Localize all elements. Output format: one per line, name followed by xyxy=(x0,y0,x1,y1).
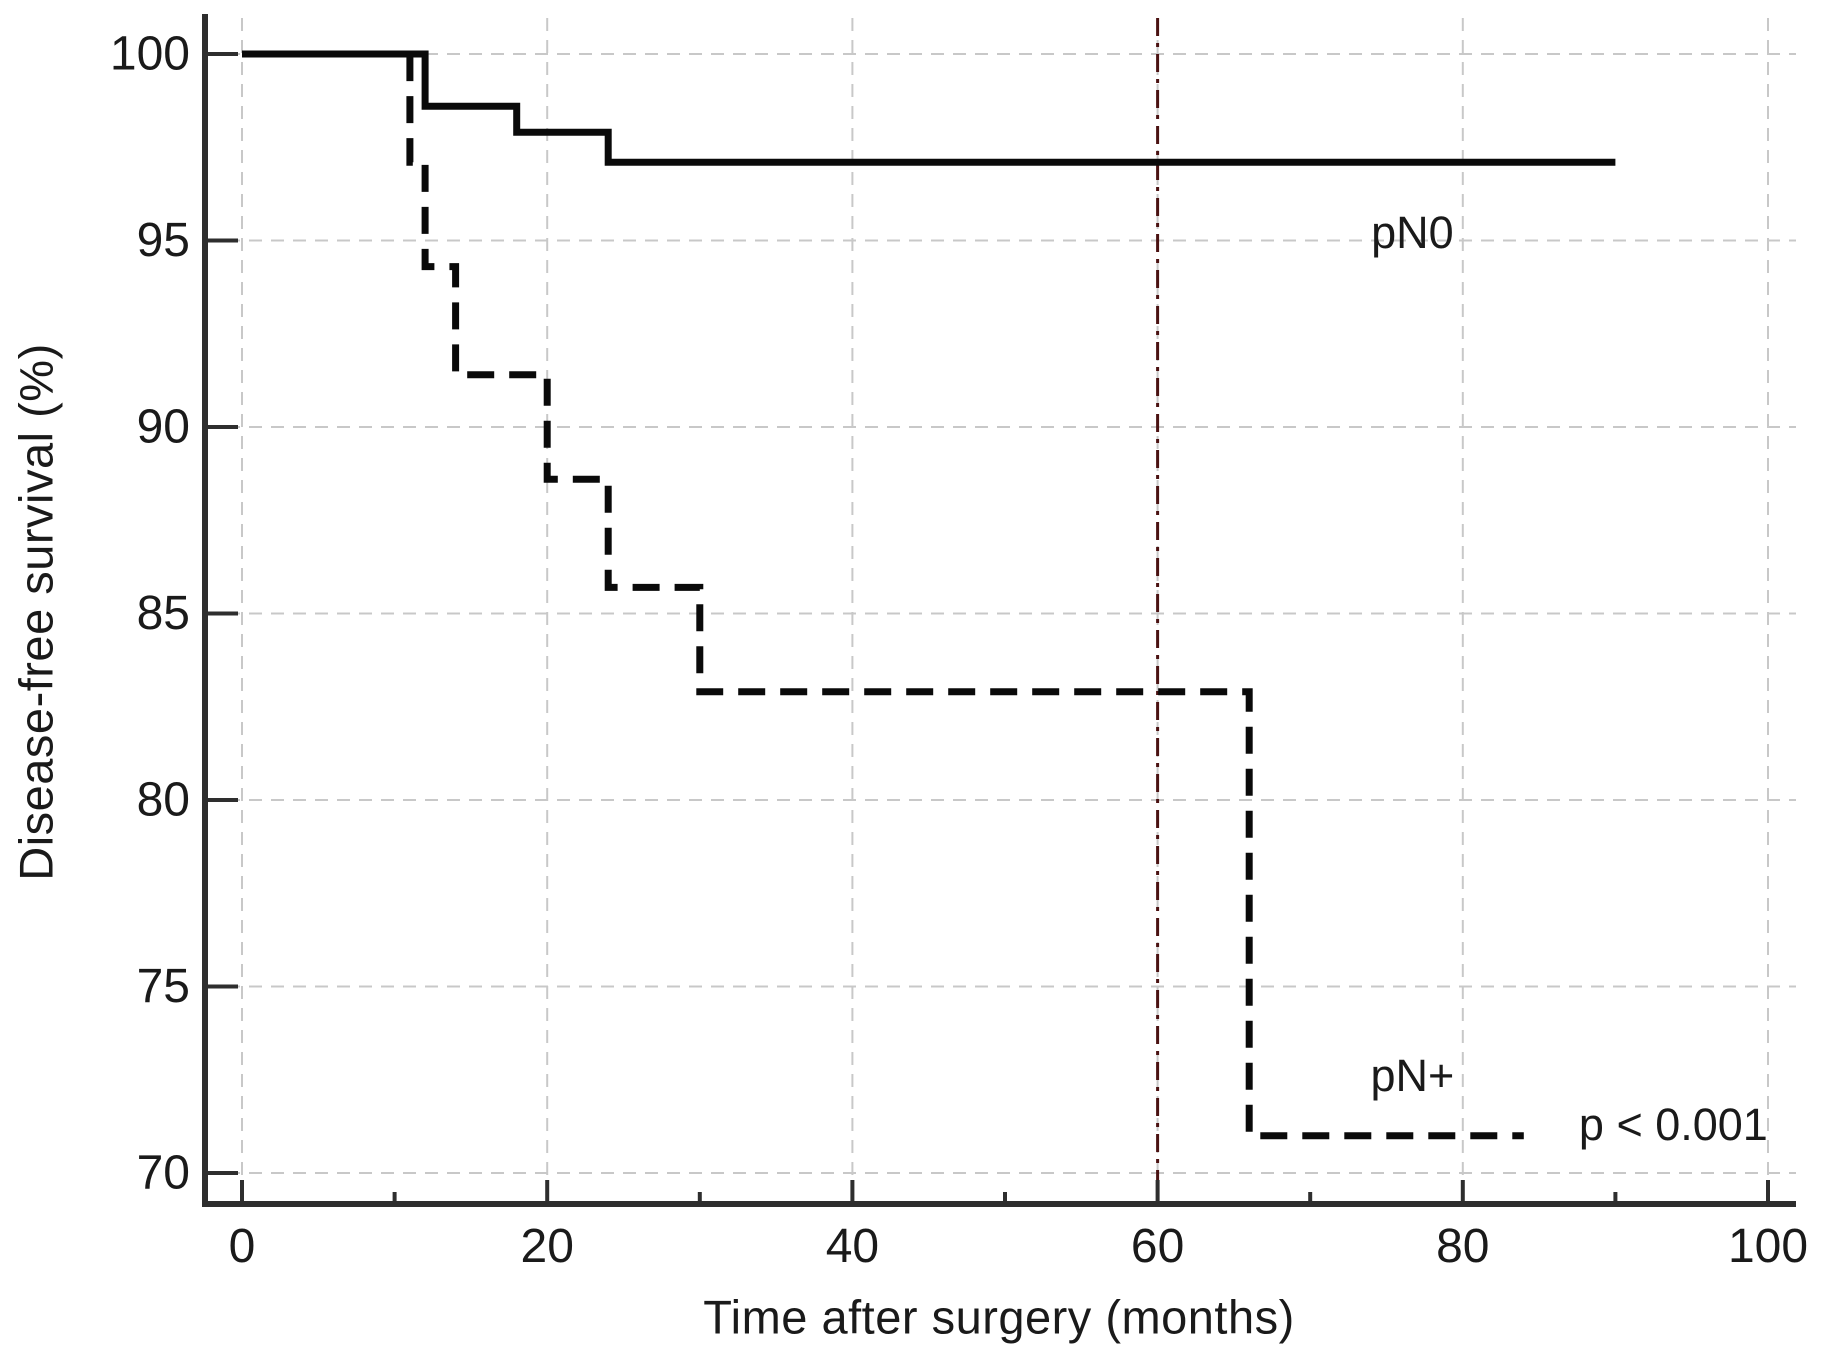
y-tick-label: 95 xyxy=(137,214,190,267)
x-tick-label: 80 xyxy=(1436,1220,1489,1273)
x-tick-label: 0 xyxy=(229,1220,256,1273)
y-tick-label: 85 xyxy=(137,587,190,640)
x-tick-label: 20 xyxy=(521,1220,574,1273)
y-tick-label: 75 xyxy=(137,960,190,1013)
y-tick-label: 90 xyxy=(137,401,190,454)
x-tick-label: 40 xyxy=(826,1220,879,1273)
x-tick-label: 100 xyxy=(1728,1220,1808,1273)
x-tick-label: 60 xyxy=(1131,1220,1184,1273)
curve-pN0 xyxy=(242,50,1616,166)
y-axis-title: Disease-free survival (%) xyxy=(9,343,63,881)
y-tick-label: 70 xyxy=(137,1147,190,1200)
curve-pN-plus xyxy=(242,50,1524,1140)
annotation-p-value: p < 0.001 xyxy=(1578,1098,1768,1150)
annotation-label-pN0: pN0 xyxy=(1371,207,1454,259)
y-tick-label: 80 xyxy=(137,774,190,827)
y-tick-label: 100 xyxy=(110,28,190,81)
x-axis-title: Time after surgery (months) xyxy=(703,1290,1295,1344)
annotation-label-pN-plus: pN+ xyxy=(1370,1050,1455,1102)
